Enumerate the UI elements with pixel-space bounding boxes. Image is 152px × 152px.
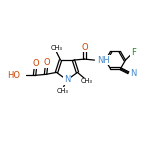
Text: NH: NH — [97, 56, 110, 65]
Text: N: N — [130, 69, 137, 78]
Text: O: O — [43, 58, 50, 67]
Text: F: F — [131, 48, 136, 57]
Text: CH₃: CH₃ — [80, 78, 92, 84]
Text: O: O — [81, 43, 88, 52]
Text: CH₃: CH₃ — [50, 45, 62, 51]
Text: O: O — [32, 59, 39, 68]
Text: HO: HO — [8, 71, 21, 80]
Text: CH₃: CH₃ — [57, 88, 69, 94]
Text: N: N — [64, 76, 70, 85]
